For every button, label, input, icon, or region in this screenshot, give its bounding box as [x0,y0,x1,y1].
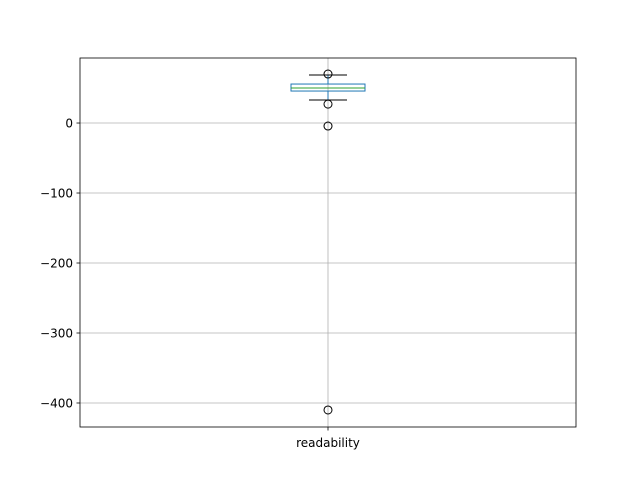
flier [323,99,333,109]
x-tick-label: readability [296,436,360,450]
y-tick-label: −200 [40,257,73,271]
y-tick-label: −400 [40,396,73,410]
y-tick-label: −100 [40,187,73,201]
y-tick-label: −300 [40,327,73,341]
plot-frame [79,57,577,428]
flier [323,405,333,415]
y-tick-label: 0 [65,117,73,131]
flier [323,121,333,131]
flier [323,69,333,79]
